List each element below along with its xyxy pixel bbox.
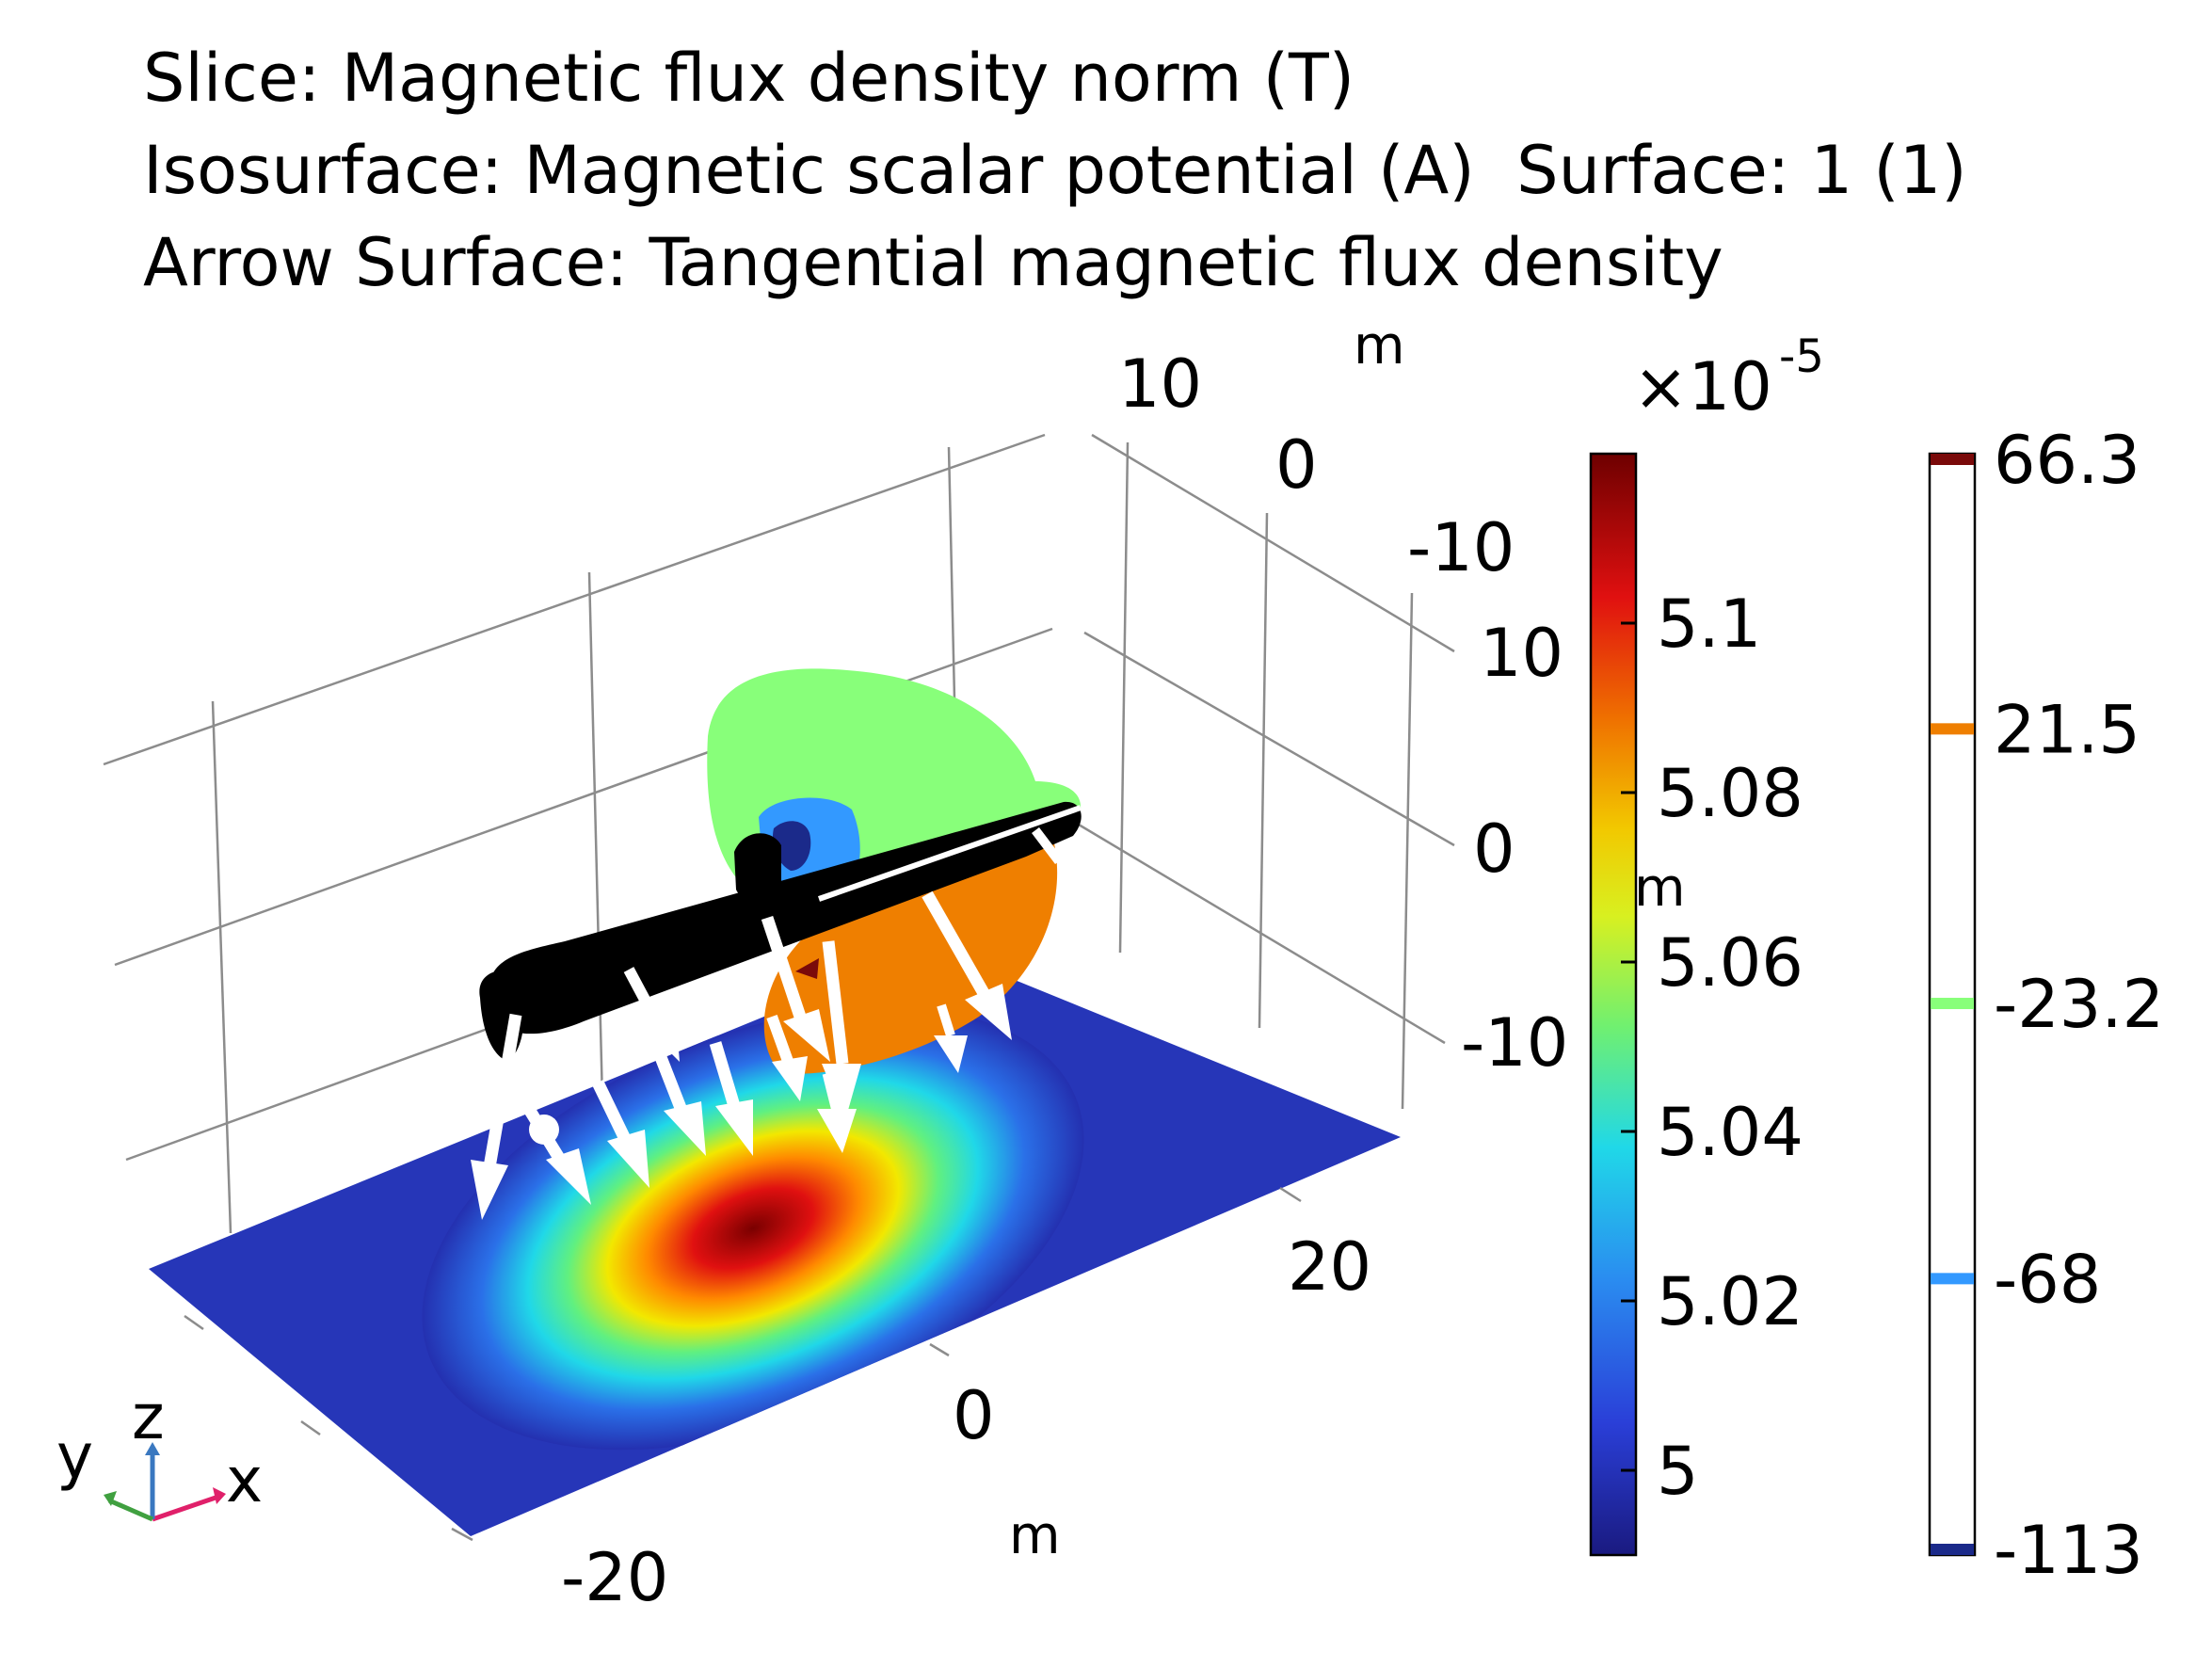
colorbar-slice-tick-label: 5 <box>1657 1433 1699 1510</box>
colorbar-slice-exponent: -5 <box>1779 330 1824 383</box>
x-tick-20: 20 <box>1288 1228 1371 1306</box>
arrow-9 <box>817 1071 857 1153</box>
y-tick-neg10: -10 <box>1407 509 1515 586</box>
plot-title: Slice: Magnetic flux density norm (T) Is… <box>143 32 1967 309</box>
arrow-1 <box>471 1013 522 1220</box>
axis-triad: x z y <box>56 1381 263 1522</box>
y-unit: m <box>1354 315 1405 377</box>
arrow-junction <box>529 1115 559 1145</box>
triad-y-axis <box>108 1498 153 1522</box>
arrow-13 <box>766 1014 808 1101</box>
colorbar-slice-tick-label: 5.04 <box>1657 1094 1803 1171</box>
triad-x-axis <box>152 1494 219 1522</box>
y-tick-0: 0 <box>1275 426 1318 504</box>
arrow-6 <box>709 1041 753 1156</box>
colorbar-isosurface-level-label: 21.5 <box>1994 691 2140 768</box>
arrow-3 <box>592 1080 649 1188</box>
slice-plane <box>149 947 1401 1536</box>
colorbar-isosurface-level <box>1931 998 1974 1010</box>
colorbar-isosurface-level-label: -113 <box>1994 1512 2143 1589</box>
colorbar-slice-gradient <box>1589 452 1638 1557</box>
title-line-arrow: Arrow Surface: Tangential magnetic flux … <box>143 224 1723 301</box>
z-tick-0: 0 <box>1473 810 1515 888</box>
title-line-slice: Slice: Magnetic flux density norm (T) <box>143 40 1355 117</box>
colorbar-isosurface-level <box>1931 1544 1974 1555</box>
colorbar-isosurface-level <box>1931 1273 1974 1285</box>
y-tick-10: 10 <box>1118 345 1202 423</box>
arrow-5 <box>652 1050 706 1156</box>
colorbar-isosurface-level <box>1931 723 1974 735</box>
colorbar-isosurface-level-label: -23.2 <box>1994 966 2164 1043</box>
colorbar-slice-tick-label: 5.02 <box>1657 1263 1803 1340</box>
arrow-11 <box>934 1003 968 1073</box>
colorbar-isosurface-level-label: -68 <box>1994 1241 2101 1318</box>
colorbar-slice: ×10 -5 5 5.02 5.04 5.06 5.08 5.1 <box>1589 330 1824 1557</box>
x-axis-ticks <box>184 1186 1302 1542</box>
x-unit: m <box>1009 1505 1061 1566</box>
arrow-surface <box>471 826 1063 1220</box>
colorbar-slice-tick-label: 5.08 <box>1657 755 1803 832</box>
z-tick-10: 10 <box>1480 615 1563 692</box>
colorbar-slice-multiplier: ×10 <box>1633 348 1772 425</box>
triad-y-label: y <box>56 1420 93 1493</box>
z-tick-neg10: -10 <box>1461 1004 1568 1082</box>
x-tick-0: 0 <box>953 1377 995 1454</box>
arrow-7 <box>761 915 830 1062</box>
triad-z-label: z <box>132 1381 165 1453</box>
colorbar-isosurface: 66.3 21.5 -23.2 -68 -113 <box>1928 422 2164 1589</box>
colorbar-isosurface-level-label: 66.3 <box>1994 422 2140 499</box>
x-tick-neg20: -20 <box>561 1539 668 1616</box>
colorbar-slice-tick-label: 5.1 <box>1657 585 1761 663</box>
axis-labels: 10 0 -10 m 10 0 -10 m 20 0 -20 m <box>561 315 1686 1616</box>
arrow-12 <box>1032 826 1063 865</box>
arrow-10 <box>922 890 1012 1040</box>
colorbar-slice-tick-label: 5.06 <box>1657 924 1803 1002</box>
arrow-4 <box>623 967 680 1062</box>
title-line-isosurface: Isosurface: Magnetic scalar potential (A… <box>143 132 1967 209</box>
triad-x-label: x <box>226 1444 263 1516</box>
colorbar-isosurface-level <box>1931 454 1974 465</box>
grid-wall-side <box>1078 433 1455 1110</box>
z-unit: m <box>1634 858 1686 919</box>
